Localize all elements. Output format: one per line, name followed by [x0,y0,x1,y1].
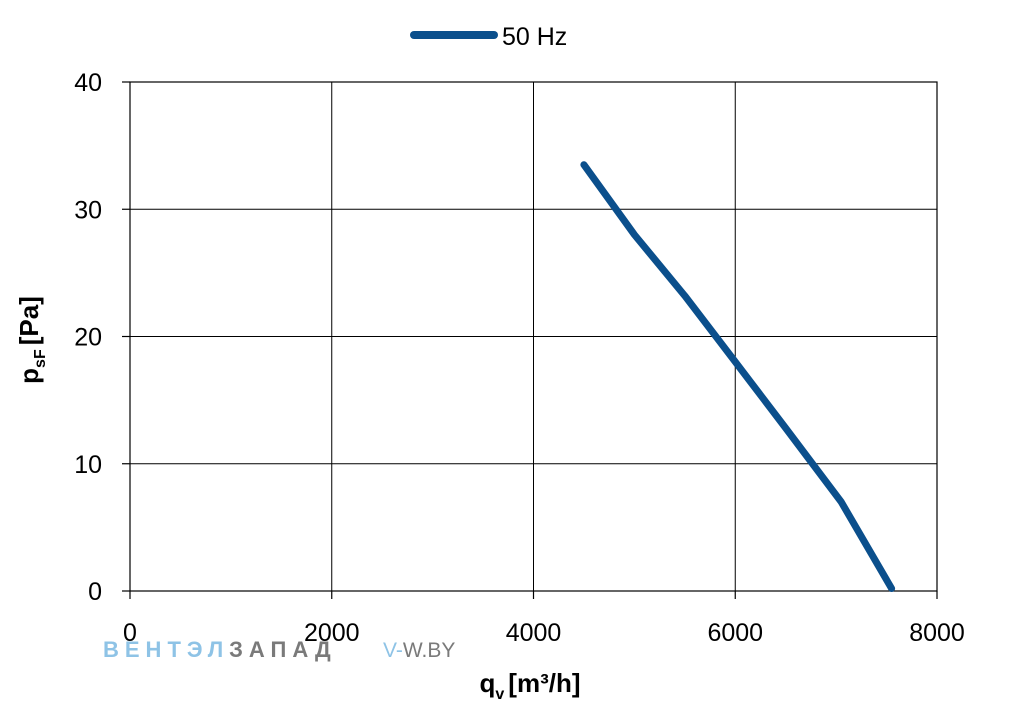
x-tick-label: 4000 [506,619,562,647]
grid [129,81,938,592]
x-axis-label-main: q [480,668,496,698]
watermark-brand-part2: ЗАПАД [229,637,337,662]
legend: 50 Hz [410,23,567,51]
watermark-site-rest: W.BY [403,639,456,662]
watermark-brand: ВЕНТЭЛЗАПАД [103,637,337,662]
x-tick-label: 2000 [304,619,360,647]
watermark-site: V-W.BY [383,639,455,662]
watermark: ВЕНТЭЛЗАПАД V-W.BY [103,637,455,662]
watermark-site-prefix: V- [383,639,403,662]
y-axis-label-sub: sF [32,349,49,368]
y-tick-label: 30 [74,196,102,224]
x-ticks: 0 2000 4000 6000 8000 [123,591,965,647]
x-axis-label: qv [m³/h] [480,668,581,703]
watermark-brand-part1: ВЕНТЭЛ [103,637,229,662]
x-axis-label-unit: [m³/h] [508,668,580,698]
series-layer [580,161,896,592]
y-axis-label-main: p [14,368,44,384]
x-tick-label: 6000 [707,619,763,647]
x-tick-label: 0 [123,619,137,647]
y-axis-label-unit: [Pa] [14,296,44,345]
y-ticks: 0 10 20 30 40 [74,69,130,606]
x-axis-label-sub: v [495,686,504,703]
y-tick-label: 20 [74,324,102,352]
x-tick-label: 8000 [909,619,965,647]
y-tick-label: 0 [88,578,102,606]
y-tick-label: 10 [74,451,102,479]
y-axis-label: psF [Pa] [14,296,49,384]
series-line-50hz [580,161,896,592]
legend-label: 50 Hz [502,23,567,51]
y-tick-label: 40 [74,69,102,97]
